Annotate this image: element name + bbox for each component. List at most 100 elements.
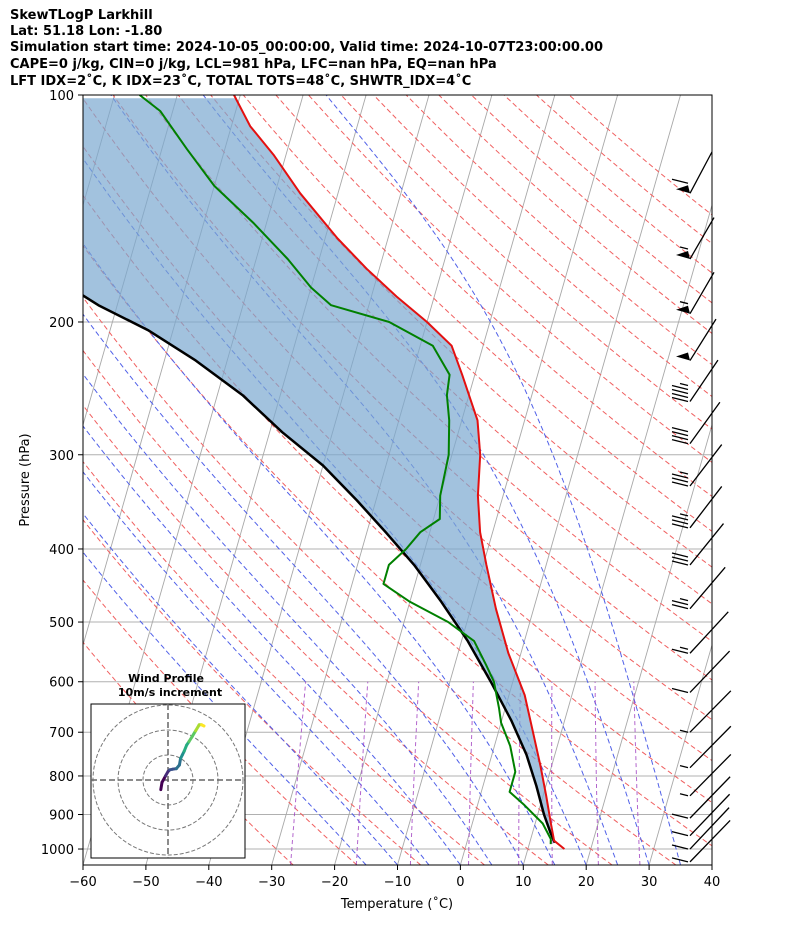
barb-full [671, 687, 689, 694]
barb-staff [689, 807, 730, 850]
barb-full [671, 392, 689, 399]
y-tick-label: 700 [49, 726, 74, 741]
mixing-ratio-10 [551, 681, 553, 865]
moist-adiabat-0 [83, 425, 461, 865]
wind-barb [671, 444, 723, 487]
wind-barb [671, 650, 731, 694]
hodo-title: Wind Profile [128, 672, 204, 685]
barb-full [671, 560, 689, 566]
dry-adiabat-120 [242, 95, 712, 532]
x-tick-label: −30 [258, 875, 285, 890]
barb-half [679, 382, 689, 387]
barb-full [671, 473, 689, 479]
barb-staff [689, 566, 726, 610]
dry-adiabat-110 [210, 95, 712, 568]
dry-adiabat-210 [536, 95, 712, 245]
dewpoint-line [138, 95, 552, 845]
x-tick-label: −40 [195, 875, 222, 890]
moist-adiabat-5 [83, 373, 493, 865]
barb-flag [676, 305, 690, 314]
y-tick-label: 600 [49, 676, 74, 691]
cape-line: CAPE=0 j/kg, CIN=0 j/kg, LCL=981 hPa, LF… [10, 57, 497, 72]
barb-full [671, 178, 689, 184]
dry-adiabat--10 [83, 519, 422, 865]
barb-flag [676, 352, 690, 361]
barb-staff [689, 444, 723, 487]
barb-full [671, 439, 689, 445]
barb-staff [689, 401, 721, 445]
wind-profile-inset: Wind Profile 10m/s increment [90, 672, 246, 859]
dry-adiabat--20 [83, 579, 358, 865]
dry-adiabat-150 [340, 95, 712, 430]
moist-adiabat--5 [83, 471, 430, 865]
barb-half [679, 598, 689, 602]
barb-full [671, 427, 689, 433]
barb-full [671, 519, 689, 525]
location-line: Lat: 51.18 Lon: -1.80 [10, 24, 163, 39]
barb-half [679, 646, 689, 650]
x-tick-label: 40 [704, 875, 721, 890]
barb-full [671, 556, 689, 562]
wind-barb [679, 753, 732, 797]
profile-lines [83, 95, 566, 850]
barb-staff [689, 650, 731, 693]
barb-staff [689, 486, 723, 529]
barb-staff [689, 820, 731, 863]
dry-adiabat-200 [503, 95, 712, 274]
barb-full [671, 431, 689, 437]
moist-adiabat-30 [202, 95, 650, 865]
wind-barb [671, 359, 719, 403]
barb-flag [676, 250, 690, 259]
x-tick-label: −10 [384, 875, 411, 890]
moist-adiabat-10 [83, 313, 524, 865]
y-tick-label: 500 [49, 616, 74, 631]
moist-adiabat-15 [83, 242, 556, 865]
barb-staff [689, 690, 732, 733]
wind-barbs [671, 151, 732, 863]
x-tick-label: 30 [641, 875, 658, 890]
wind-barb [676, 318, 717, 361]
wind-barb [671, 486, 723, 529]
isotherm-30 [648, 643, 712, 865]
isotherm-40 [711, 863, 712, 865]
barb-half [679, 729, 689, 733]
wind-barb [679, 690, 732, 733]
wind-barb [676, 217, 715, 260]
mixing-ratio-4 [468, 681, 474, 865]
mixing-ratio-7 [518, 681, 521, 865]
barb-full [671, 844, 689, 850]
mixing-ratio-1 [355, 681, 369, 865]
barb-full [671, 648, 689, 654]
barb-full [671, 388, 689, 395]
isotherm-10 [522, 203, 712, 865]
barb-full [671, 515, 689, 521]
y-tick-label: 200 [49, 316, 74, 331]
y-tick-label: 100 [49, 89, 74, 104]
barb-flag [676, 185, 690, 194]
x-tick-label: 0 [456, 875, 464, 890]
cape-cin-shading [83, 98, 557, 843]
moist-adiabat--10 [83, 512, 398, 865]
index-line: LFT IDX=2˚C, K IDX=23˚C, TOTAL TOTS=48˚C… [10, 74, 472, 89]
x-tick-label: −60 [69, 875, 96, 890]
barb-staff [689, 151, 713, 194]
chart-title: SkewTLogP Larkhill [10, 8, 153, 23]
wind-barb [679, 725, 732, 769]
isotherm-50 [775, 95, 794, 865]
wind-barb [671, 566, 726, 610]
barb-full [671, 831, 689, 837]
x-tick-label: 10 [515, 875, 532, 890]
isotherm-0 [459, 95, 681, 865]
hodo-subtitle: 10m/s increment [118, 686, 222, 699]
barb-full [671, 396, 689, 403]
axis-ticks: −60 −50 −40 −30 −20 −10 0 10 20 30 40 100 200 300 400 5… [41, 89, 720, 890]
y-tick-label: 800 [49, 770, 74, 785]
wind-barb [671, 820, 731, 863]
barb-half [679, 765, 689, 769]
mixing-ratio-0.4 [290, 681, 307, 865]
barb-staff [689, 611, 729, 654]
y-tick-label: 300 [49, 449, 74, 464]
wind-barb [671, 776, 731, 819]
wind-barb [671, 793, 731, 837]
